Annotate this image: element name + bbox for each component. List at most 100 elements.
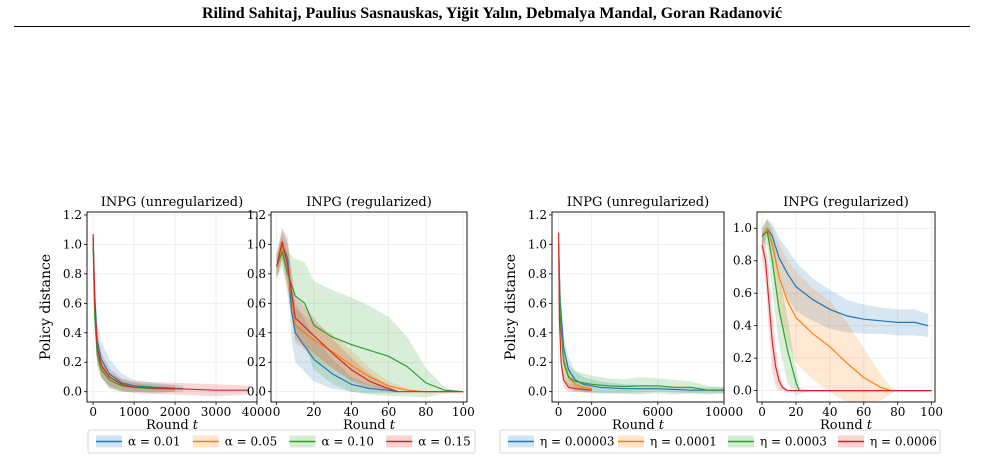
series-line-3 <box>558 244 724 391</box>
series-band-1 <box>93 234 184 392</box>
y-tick-label: 0.2 <box>733 351 752 365</box>
x-tick-label: 2000 <box>160 405 191 419</box>
panel-title: INPG (unregularized) <box>567 195 709 210</box>
y-tick-label: 1.2 <box>63 208 82 222</box>
y-tick-label: 1.2 <box>528 208 547 222</box>
y-axis-label: Policy distance <box>503 254 519 360</box>
axes-frame <box>270 211 468 403</box>
legend-label: α = 0.15 <box>418 435 471 449</box>
y-tick-label: 0.4 <box>733 319 752 333</box>
x-tick-label: 1000 <box>119 405 150 419</box>
x-tick-label: 40 <box>344 405 359 419</box>
y-tick-label: 1.2 <box>247 208 266 222</box>
series-band-2 <box>93 237 176 392</box>
y-tick-label: 0.6 <box>63 296 82 310</box>
axes-frame <box>756 211 936 403</box>
series-band-2 <box>762 218 932 402</box>
y-tick-label: 0.6 <box>247 296 266 310</box>
plot-area <box>757 212 935 402</box>
series-band-1 <box>558 240 724 394</box>
series-band-1 <box>762 220 929 337</box>
y-tick-label: 1.0 <box>247 237 266 251</box>
series-line-4 <box>276 241 464 393</box>
y-tick-label: 0.0 <box>528 385 547 399</box>
series-line-4 <box>92 234 249 391</box>
y-tick-label: 1.0 <box>528 237 547 251</box>
x-axis-label-var: t <box>390 418 396 433</box>
y-tick-label: 1.0 <box>63 237 82 251</box>
panel-title: INPG (regularized) <box>306 195 432 210</box>
panel-title: INPG (unregularized) <box>101 195 243 210</box>
x-tick-label: 0 <box>89 405 97 419</box>
header-rule <box>14 26 970 27</box>
series-band-3 <box>93 241 176 394</box>
y-axis-label: Policy distance <box>38 254 54 360</box>
series-line-4 <box>761 244 932 392</box>
x-tick-label: 60 <box>381 405 396 419</box>
x-tick-label: 0 <box>555 405 563 419</box>
x-tick-label: 0 <box>273 405 281 419</box>
legend-2: η = 0.00003 η = 0.0001 η = 0.0003 η = 0.000… <box>499 429 941 454</box>
x-tick-label: 6000 <box>643 405 674 419</box>
y-tick-label: 0.0 <box>63 385 82 399</box>
x-axis-label-text: Round <box>820 418 867 433</box>
series-band-4 <box>558 228 592 392</box>
legend-label: α = 0.10 <box>322 435 375 449</box>
chart-panel-2: 0 20 40 60 80 100 0.0 0.2 0.4 0.6 0.8 1.0 1.2 INPG (r… <box>247 195 475 433</box>
x-axis-label-var: t <box>193 418 199 433</box>
x-tick-label: 20 <box>788 405 803 419</box>
series-line-4 <box>558 232 592 391</box>
x-tick-label: 4000 <box>242 405 273 419</box>
axes-frame <box>551 211 725 403</box>
legend-label: η = 0.00003 <box>540 435 615 449</box>
x-tick-label: 2000 <box>576 405 607 419</box>
x-tick-label: 10000 <box>705 405 743 419</box>
author-list: Rilind Sahitaj, Paulius Sasnauskas, Yiği… <box>201 5 783 22</box>
y-tick-label: 0.6 <box>528 296 547 310</box>
x-tick-label: 20 <box>306 405 321 419</box>
y-tick-label: 1.0 <box>733 221 752 235</box>
y-tick-label: 0.4 <box>63 326 82 340</box>
x-axis-label-text: Round <box>612 418 659 433</box>
y-tick-label: 0.8 <box>733 254 752 268</box>
legend-label: η = 0.0001 <box>650 435 717 449</box>
series-band-4 <box>762 231 932 391</box>
x-axis-label: Round t <box>343 418 396 433</box>
x-axis-label: Round t <box>146 418 199 433</box>
y-tick-label: 0.0 <box>733 384 752 398</box>
x-tick-label: 40 <box>822 405 837 419</box>
x-axis-label: Round t <box>612 418 665 433</box>
y-tick-label: 0.8 <box>247 267 266 281</box>
y-tick-label: 0.2 <box>247 355 266 369</box>
x-axis-label: Round t <box>820 418 873 433</box>
panel-title: INPG (regularized) <box>783 195 909 210</box>
series-line-1 <box>761 227 929 327</box>
legend-frame <box>499 429 941 454</box>
legend-label: α = 0.01 <box>128 435 181 449</box>
y-tick-label: 0.4 <box>528 326 547 340</box>
legend-label: η = 0.0006 <box>870 435 937 449</box>
series-line-1 <box>276 242 398 393</box>
y-tick-label: 0.4 <box>247 326 266 340</box>
legend-1: α = 0.01 α = 0.05 α = 0.10 α = 0.15 <box>87 429 476 454</box>
plot-area <box>87 212 257 402</box>
y-tick-label: 0.0 <box>247 385 266 399</box>
x-tick-label: 3000 <box>201 405 232 419</box>
x-axis-label-var: t <box>659 418 665 433</box>
x-tick-label: 60 <box>856 405 871 419</box>
chart-panel-3: 0 2000 6000 10000 0.0 0.2 0.4 0.6 0.8 1.0 1.2 INPG … <box>503 195 743 433</box>
series-band-4 <box>276 226 464 392</box>
y-tick-label: 0.2 <box>528 355 547 369</box>
legend-frame <box>87 429 476 454</box>
legend-label: η = 0.0003 <box>760 435 827 449</box>
x-axis-label-text: Round <box>146 418 193 433</box>
x-axis-label-var: t <box>867 418 873 433</box>
x-axis-label-text: Round <box>343 418 390 433</box>
x-tick-label: 80 <box>418 405 433 419</box>
y-tick-label: 0.8 <box>528 267 547 281</box>
x-tick-label: 80 <box>890 405 905 419</box>
series-band-2 <box>276 232 464 392</box>
legend-label: α = 0.05 <box>225 435 278 449</box>
plot-area <box>552 212 724 402</box>
